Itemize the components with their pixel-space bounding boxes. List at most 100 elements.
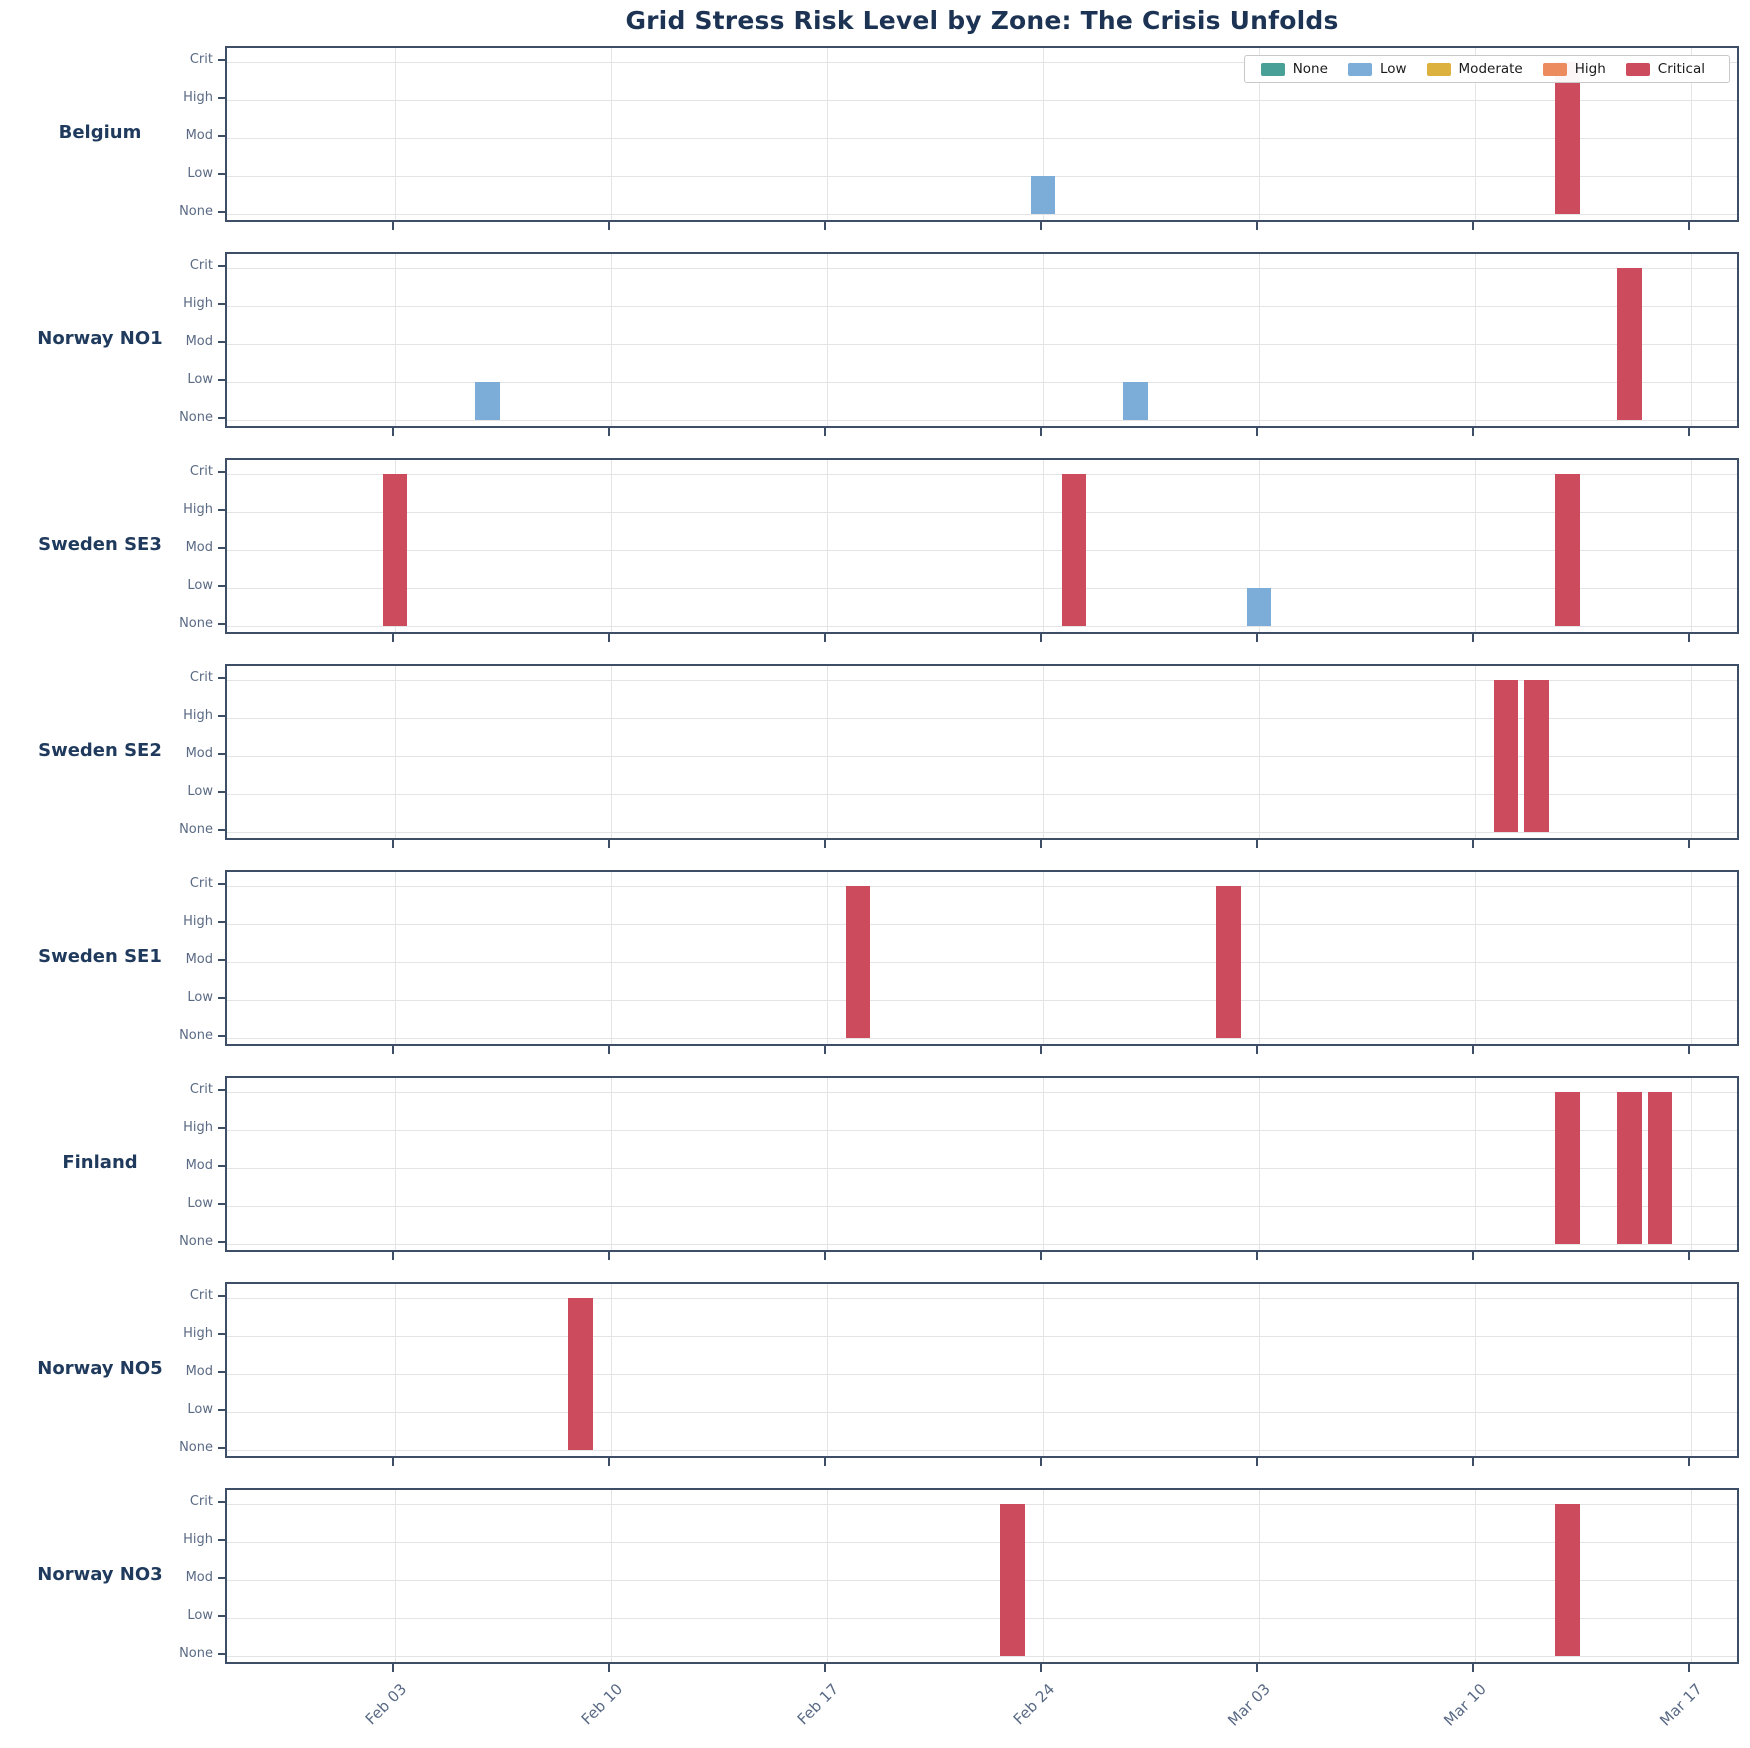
y-tick-mark [218,1241,225,1243]
risk-bar-critical [1555,474,1580,626]
grid-line-vertical [395,1284,397,1456]
risk-bar-low [1246,588,1272,626]
grid-line-vertical [1691,666,1693,838]
x-tick-mark [392,428,395,436]
risk-bar-critical [1647,1092,1673,1244]
y-tick-label: Crit [189,464,213,479]
x-tick-mark [1256,1458,1259,1466]
x-tick-mark [824,428,827,436]
x-tick-mark [1688,222,1691,230]
grid-line-vertical [395,872,397,1044]
grid-line-vertical [1475,254,1477,426]
y-tick-mark [218,1577,225,1579]
x-tick-mark [1688,1252,1691,1260]
grid-line-vertical [395,1490,397,1662]
legend-swatch-critical [1625,62,1650,76]
y-tick-mark [218,1035,225,1037]
grid-line-vertical [827,460,829,632]
grid-line-horizontal [227,1298,1737,1299]
legend-swatch-low [1347,62,1372,76]
y-tick-label: Crit [189,876,213,891]
x-tick-mark [1688,428,1691,436]
grid-line-horizontal [227,512,1737,513]
legend-item-none: None [1260,61,1328,77]
grid-line-vertical [611,872,613,1044]
x-tick-mark [608,1046,611,1054]
y-tick-label: None [179,410,213,425]
y-tick-mark [218,509,225,511]
x-tick-mark [824,1046,827,1054]
risk-bar-critical [1555,1092,1580,1244]
zone-label-norway-no3: Norway NO3 [37,1564,163,1585]
x-tick-mark [1256,840,1259,848]
x-tick-mark [608,1458,611,1466]
grid-line-vertical [1259,666,1261,838]
x-tick-mark [608,634,611,642]
grid-line-vertical [611,254,613,426]
x-tick-mark [1472,1046,1475,1054]
y-tick-label: Low [187,166,213,181]
grid-line-vertical [1691,1490,1693,1662]
y-tick-label: High [183,90,213,105]
y-tick-mark [218,1539,225,1541]
legend-swatch-moderate [1426,62,1451,76]
grid-line-vertical [1259,254,1261,426]
grid-line-horizontal [227,626,1737,627]
x-tick-mark [1256,634,1259,642]
risk-bar-critical [1616,1092,1642,1244]
y-tick-label: Low [187,578,213,593]
legend-swatch-high [1542,62,1567,76]
legend-item-moderate: Moderate [1426,61,1523,77]
x-tick-mark [1688,634,1691,642]
grid-line-vertical [1475,1284,1477,1456]
y-tick-label: Mod [185,746,213,761]
y-tick-mark [218,585,225,587]
grid-line-horizontal [227,268,1737,269]
grid-line-vertical [827,666,829,838]
grid-line-vertical [395,48,397,220]
grid-line-vertical [827,872,829,1044]
y-tick-label: Mod [185,540,213,555]
grid-line-horizontal [227,794,1737,795]
legend-label: Low [1379,61,1407,77]
x-tick-mark [1040,1252,1043,1260]
y-tick-mark [218,59,225,61]
grid-line-vertical [1475,1078,1477,1250]
grid-line-vertical [395,1078,397,1250]
x-tick-mark [392,1252,395,1260]
risk-bar-critical [1616,268,1642,420]
y-tick-label: High [183,1532,213,1547]
y-tick-mark [218,715,225,717]
legend-item-critical: Critical [1625,61,1705,77]
grid-line-vertical [1043,254,1045,426]
grid-line-horizontal [227,1542,1737,1543]
y-tick-mark [218,547,225,549]
y-tick-label: Low [187,784,213,799]
legend-swatch-none [1260,62,1285,76]
x-tick-label: Feb 03 [361,1680,410,1729]
y-tick-mark [218,173,225,175]
grid-line-vertical [395,666,397,838]
grid-line-horizontal [227,100,1737,101]
y-tick-label: High [183,296,213,311]
subplot-finland [225,1076,1739,1252]
grid-line-vertical [611,666,613,838]
legend: None Low Moderate High Critical [1243,55,1730,83]
risk-bar-critical [999,1504,1025,1656]
grid-line-horizontal [227,1450,1737,1451]
grid-line-horizontal [227,1374,1737,1375]
y-tick-mark [218,211,225,213]
x-tick-mark [1688,1458,1691,1466]
x-tick-mark [1256,428,1259,436]
y-tick-label: Crit [189,52,213,67]
x-tick-mark [1040,222,1043,230]
risk-bar-critical [1555,62,1580,214]
grid-line-vertical [1691,460,1693,632]
grid-line-vertical [1043,1078,1045,1250]
y-tick-label: High [183,708,213,723]
grid-line-horizontal [227,382,1737,383]
grid-line-vertical [827,254,829,426]
risk-bar-critical [1524,680,1550,832]
grid-line-horizontal [227,1244,1737,1245]
